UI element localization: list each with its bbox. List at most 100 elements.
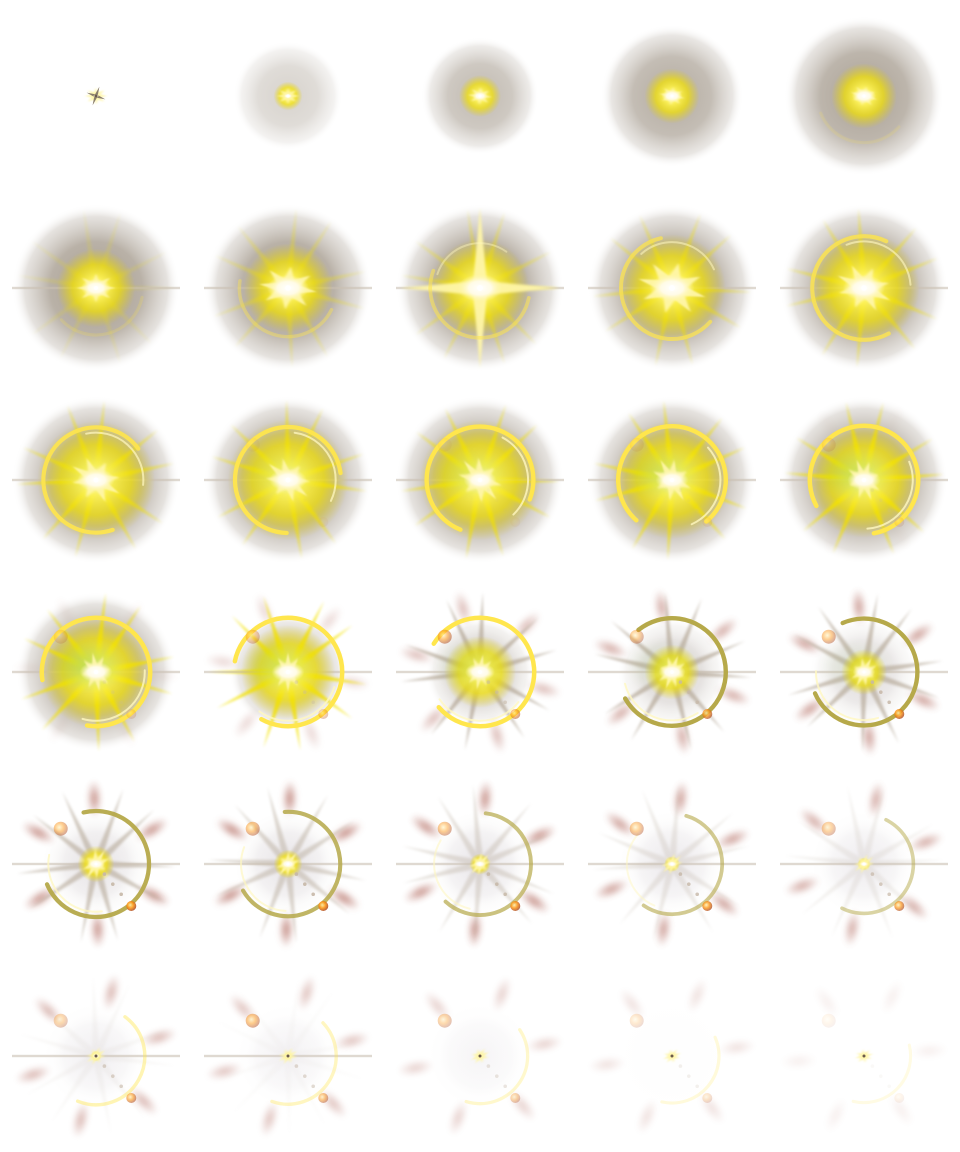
ray [669, 812, 734, 868]
ember-large [245, 437, 260, 452]
ray [51, 1053, 100, 1123]
energy-ring [424, 424, 536, 532]
core-dot [478, 862, 482, 866]
core-dot [862, 862, 866, 866]
smoke-petals [397, 976, 563, 1136]
ember-trail-dot [887, 508, 891, 513]
smoke-petal [861, 718, 877, 756]
ray [438, 861, 484, 933]
ember-small [702, 517, 713, 527]
energy-ring [433, 811, 533, 917]
ember-trail-dot [303, 1074, 307, 1078]
ring-arc [851, 1043, 913, 1105]
embers [821, 1013, 905, 1103]
smoke-petal [851, 588, 867, 626]
ring-arc [270, 1021, 338, 1106]
ember-trail-dot [111, 882, 115, 886]
ember-small [318, 517, 329, 527]
frame-13 [396, 396, 564, 564]
ember-trail-dot [119, 700, 123, 705]
ray [92, 862, 118, 941]
core-dot [94, 1054, 98, 1058]
energy-ring [616, 424, 728, 526]
frame-29 [588, 978, 756, 1134]
embers [245, 629, 329, 719]
ember-small [126, 901, 137, 911]
ray [284, 1054, 326, 1127]
ray [847, 785, 868, 865]
smoke-petal [424, 991, 451, 1022]
frame-3 [421, 37, 539, 155]
ray [860, 862, 893, 939]
ember-small [510, 517, 521, 527]
energy-ring [240, 809, 343, 919]
smoke-petals [594, 780, 750, 948]
ember-trail-dot [503, 508, 507, 513]
ember-small [318, 901, 329, 911]
ember-trail-dot [303, 882, 307, 886]
smoke-petal [15, 1065, 52, 1084]
frame-28 [397, 976, 563, 1136]
smoke-petal [333, 1032, 370, 1050]
ray [831, 862, 868, 937]
ember-trail-dot [303, 690, 307, 694]
ember-trail-dot [687, 690, 691, 694]
smoke-petal [906, 689, 941, 711]
ember-large [821, 821, 836, 836]
smoke-petal [278, 911, 294, 948]
frame-7 [204, 204, 372, 372]
ring-arc [237, 279, 334, 339]
smoke-petal [397, 1059, 434, 1077]
smoke-petal [492, 976, 512, 1012]
frame-27 [204, 975, 372, 1137]
smoke-petal [129, 1087, 158, 1115]
energy-ring [270, 1021, 338, 1106]
ray [478, 832, 554, 868]
smoke-petal [593, 638, 629, 659]
smoke-petal [718, 1039, 756, 1056]
ray [797, 820, 867, 868]
ember-trail-dot [870, 488, 875, 492]
ember-trail-dot [870, 680, 875, 684]
ember-large [629, 437, 644, 452]
ray [80, 863, 100, 943]
frame-22 [204, 780, 372, 948]
energy-ring [41, 425, 145, 535]
ring-arc [443, 811, 533, 917]
smoke-petal [898, 893, 929, 920]
energy-ring [840, 817, 916, 916]
core-dot [285, 477, 291, 483]
ray [215, 860, 290, 897]
ember-trail-dot [695, 508, 699, 513]
frame-26 [12, 974, 180, 1138]
ring-arc-inner [814, 670, 880, 721]
ember-small [126, 709, 137, 719]
ember-trail-dot [879, 1074, 883, 1078]
energy-ring [44, 808, 152, 920]
core-dot [477, 669, 483, 675]
smoke-petal [410, 814, 442, 840]
energy-ring [819, 111, 901, 145]
core-dot [476, 284, 484, 292]
ray [92, 976, 100, 1057]
smoke-petal [213, 884, 248, 907]
frame-10 [780, 204, 948, 372]
ember-trail-dot [495, 498, 499, 502]
frame-18 [396, 590, 564, 754]
light-rays [208, 786, 367, 944]
core-dot [94, 94, 98, 98]
ray [862, 824, 934, 868]
ember-trail-dot [303, 498, 307, 502]
ember-small [894, 517, 905, 527]
ember-large [821, 437, 836, 452]
ring-arc-inner [81, 669, 146, 722]
ember-trail-dot [311, 892, 315, 897]
ember-trail-dot [111, 1074, 115, 1078]
smoke-petals [780, 979, 948, 1133]
ember-large [245, 1013, 260, 1028]
ray [437, 796, 484, 867]
core-dot [477, 477, 483, 483]
core-dot [861, 477, 867, 483]
embers [437, 821, 521, 911]
